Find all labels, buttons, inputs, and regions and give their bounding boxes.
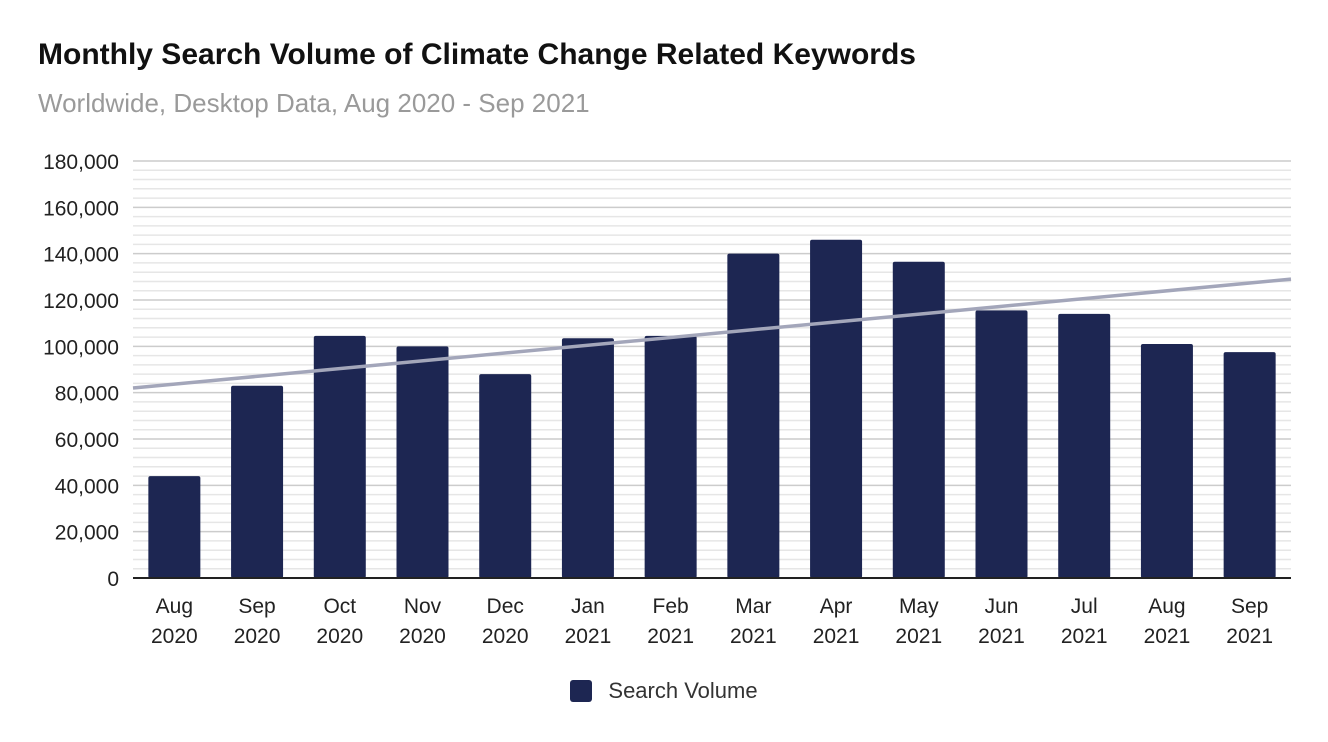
x-tick-label: 2021 xyxy=(565,625,612,648)
y-tick-label: 40,000 xyxy=(55,475,119,498)
x-tick-label: 2021 xyxy=(895,625,942,648)
x-tick-label: 2021 xyxy=(1226,625,1273,648)
y-tick-label: 160,000 xyxy=(43,197,119,220)
y-tick-label: 120,000 xyxy=(43,290,119,313)
chart-title: Monthly Search Volume of Climate Change … xyxy=(38,38,916,71)
y-tick-label: 80,000 xyxy=(55,383,119,406)
bar xyxy=(892,261,945,578)
x-tick-label: Dec xyxy=(487,595,524,618)
bar xyxy=(1223,352,1276,578)
x-tick-label: Sep xyxy=(238,595,275,618)
y-tick-label: 140,000 xyxy=(43,244,119,267)
x-tick-label: 2020 xyxy=(316,625,363,648)
x-tick-label: Jul xyxy=(1071,595,1098,618)
trendline xyxy=(132,277,1292,390)
bar xyxy=(479,374,532,578)
x-tick-label: 2021 xyxy=(813,625,860,648)
bar xyxy=(810,239,863,578)
y-tick-label: 180,000 xyxy=(43,151,119,174)
x-tick-label: Apr xyxy=(820,595,853,618)
bar xyxy=(313,335,366,578)
x-tick-label: 2021 xyxy=(647,625,694,648)
bar xyxy=(727,253,780,578)
x-tick-label: May xyxy=(899,595,939,618)
y-tick-labels: 0 20,000 40,000 60,000 80,000 100,000 120,000 1… xyxy=(43,151,119,591)
chart-subtitle: Worldwide, Desktop Data, Aug 2020 - Sep … xyxy=(38,88,590,118)
bar xyxy=(1058,313,1111,578)
x-tick-label: 2020 xyxy=(482,625,529,648)
x-tick-label: 2020 xyxy=(399,625,446,648)
x-tick-label: 2020 xyxy=(234,625,281,648)
x-tick-label: 2021 xyxy=(1061,625,1108,648)
x-tick-label: Mar xyxy=(735,595,771,618)
legend-swatch xyxy=(570,680,593,702)
bar xyxy=(975,310,1028,578)
y-tick-label: 100,000 xyxy=(43,336,119,359)
bar xyxy=(231,385,284,578)
y-tick-label: 60,000 xyxy=(55,429,119,452)
bar xyxy=(396,346,449,578)
x-tick-label: Feb xyxy=(653,595,689,618)
x-tick-label: Aug xyxy=(1148,595,1185,618)
x-tick-label: 2021 xyxy=(730,625,777,648)
x-tick-labels: Aug 2020 Sep 2020 Oct 2020 Nov 2020 Dec 2020 Jan 20… xyxy=(151,595,1273,648)
x-tick-label: Nov xyxy=(404,595,442,618)
legend: Search Volume xyxy=(0,678,1328,707)
x-tick-label: Sep xyxy=(1231,595,1268,618)
x-tick-label: 2021 xyxy=(978,625,1025,648)
x-tick-label: 2020 xyxy=(151,625,198,648)
x-tick-label: Jun xyxy=(985,595,1019,618)
bar xyxy=(561,338,614,578)
y-tick-label: 0 xyxy=(107,568,119,591)
x-tick-label: Jan xyxy=(571,595,605,618)
bar xyxy=(644,335,697,578)
y-tick-label: 20,000 xyxy=(55,522,119,545)
trendline-group xyxy=(132,277,1292,390)
x-tick-label: 2021 xyxy=(1144,625,1191,648)
gridlines xyxy=(133,160,1291,570)
x-tick-label: Aug xyxy=(156,595,193,618)
legend-label: Search Volume xyxy=(608,678,758,703)
bar xyxy=(1140,344,1193,578)
x-tick-label: Oct xyxy=(323,595,356,618)
bar xyxy=(148,476,201,578)
